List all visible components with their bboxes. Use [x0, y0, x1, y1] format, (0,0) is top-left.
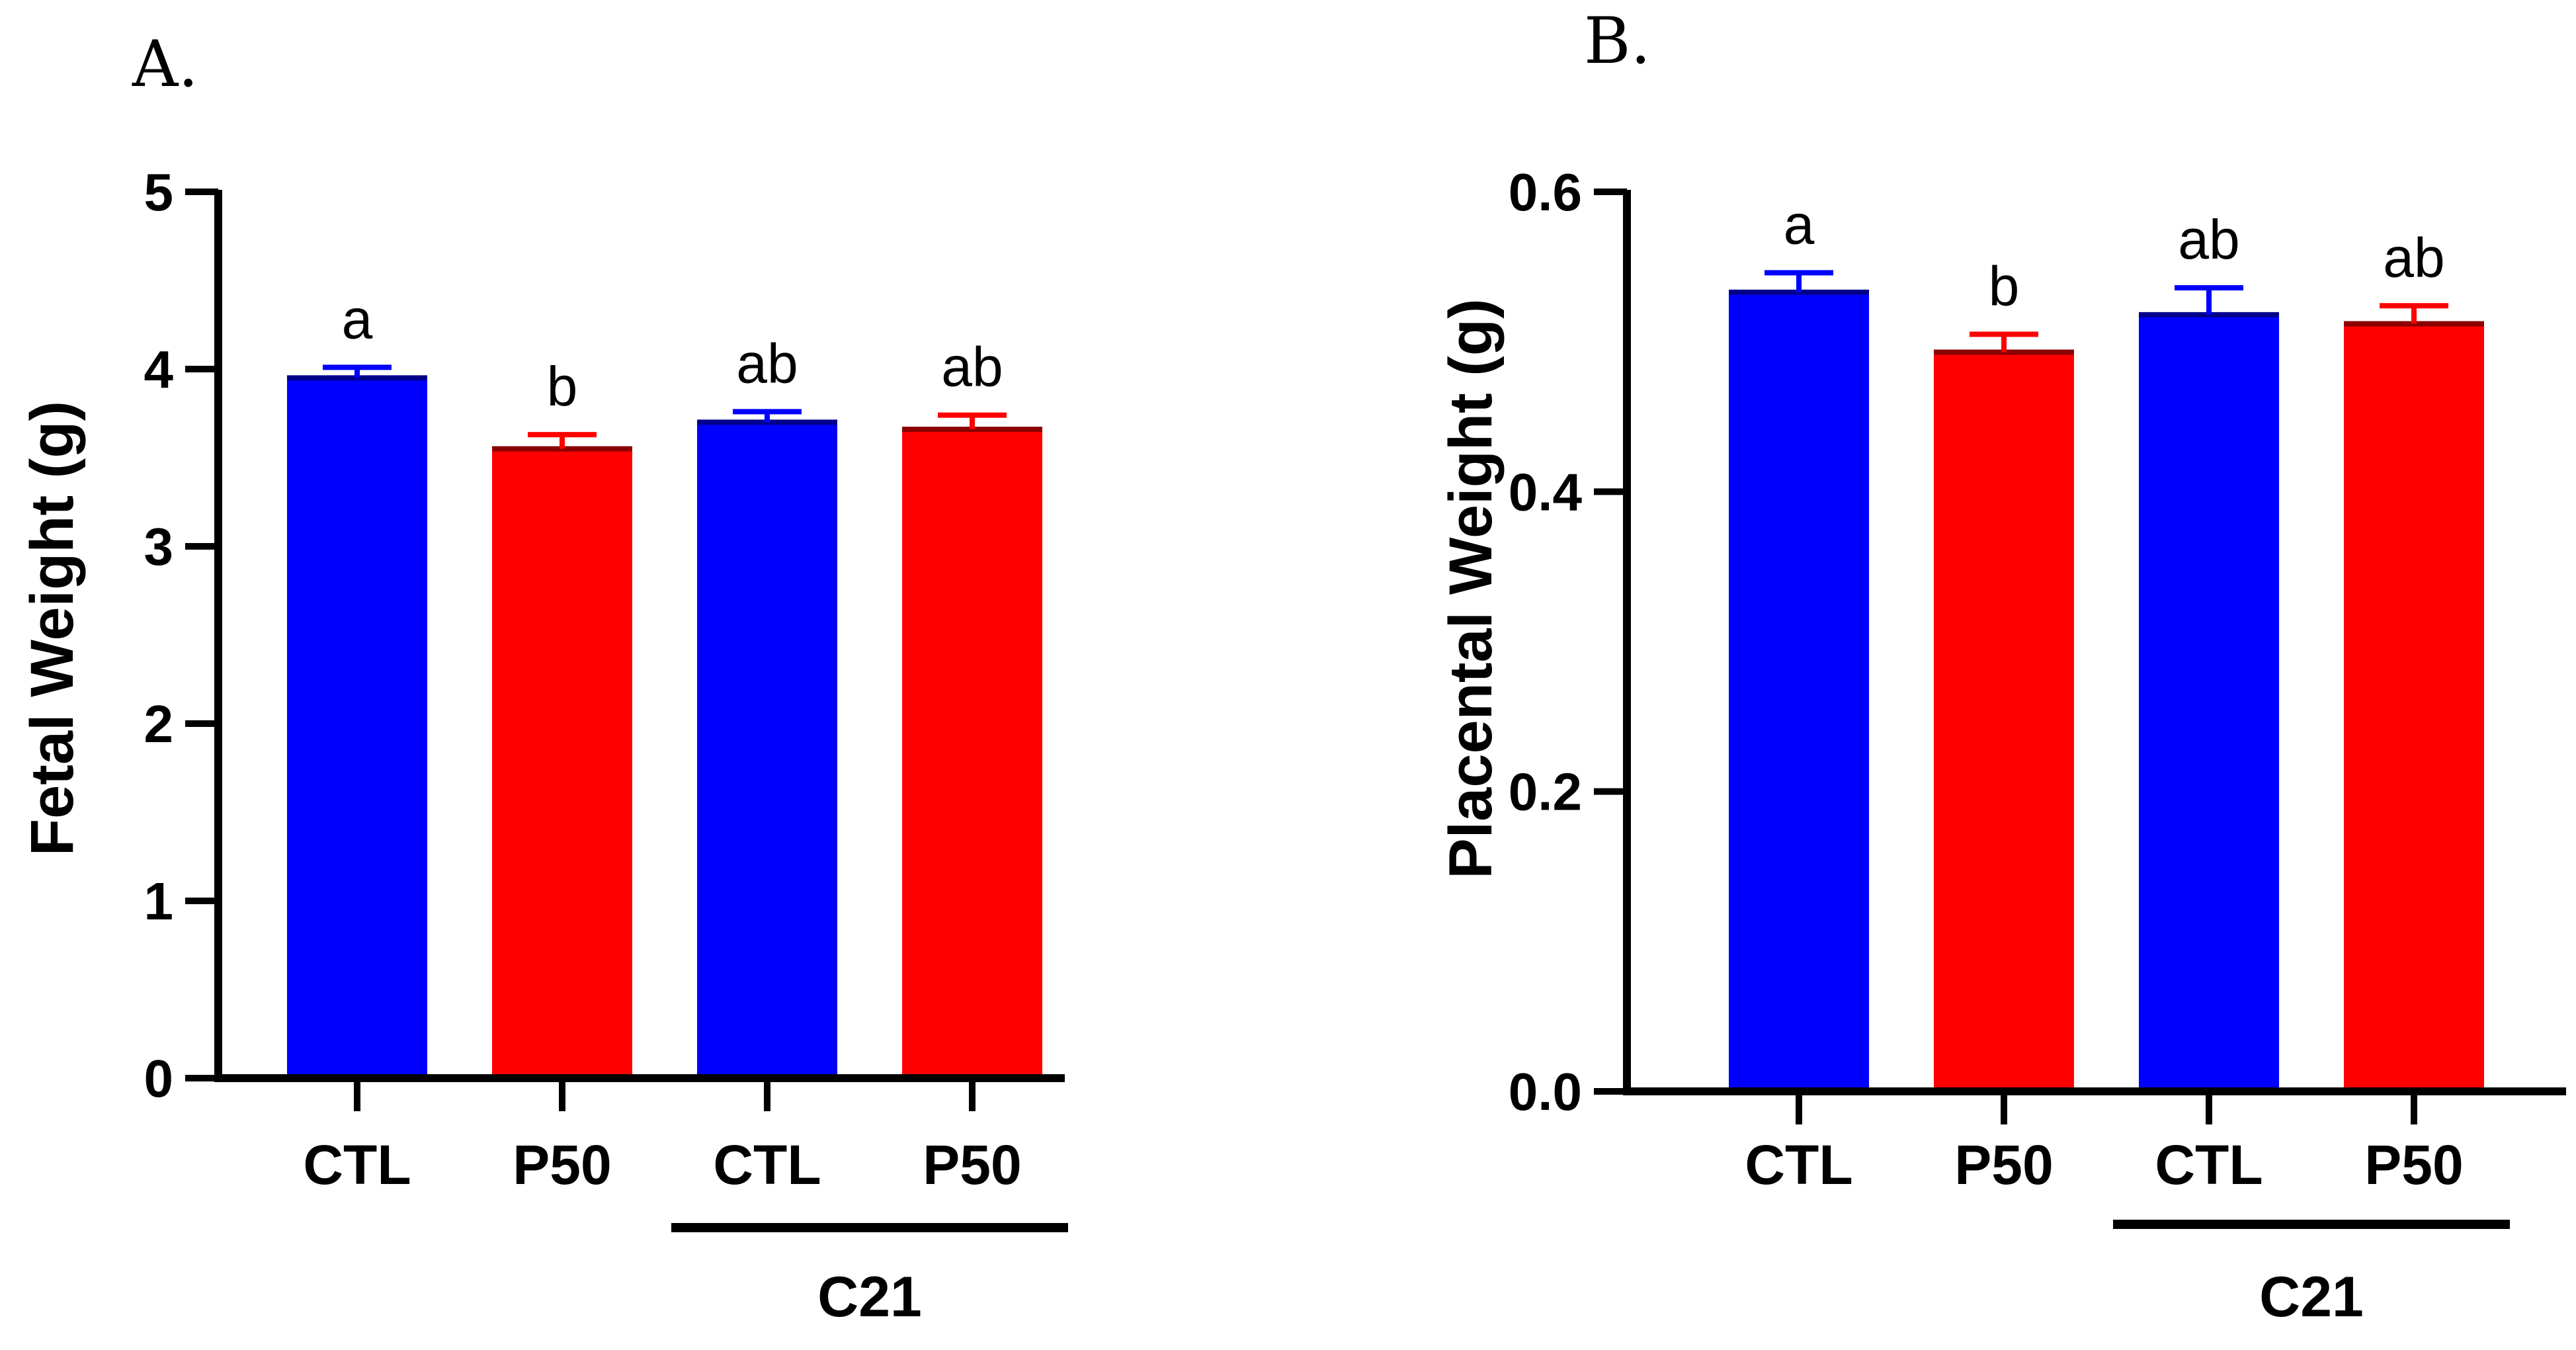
- panel-a-x-category-label: CTL: [713, 1134, 821, 1196]
- panel-a-y-axis-label: Fetal Weight (g): [19, 401, 86, 856]
- panel-a-bars: [287, 375, 1042, 1078]
- panel-a-axes: [214, 190, 1065, 1111]
- panel-a-significance-letter: ab: [941, 336, 1003, 398]
- panel-b-y-tick-label: 0.0: [1509, 1062, 1582, 1121]
- panel-a-x-category-label: P50: [513, 1134, 611, 1196]
- panel-b-bar-4: [2344, 323, 2484, 1091]
- panel-a-y-tick-label: 5: [144, 163, 174, 222]
- panel-b-y-ticks: 0.0 0.2 0.4 0.6: [1509, 163, 1627, 1121]
- panel-b-significance-letter: ab: [2178, 208, 2239, 271]
- panel-a-significance-letters: ab ab ab: [342, 288, 1003, 417]
- panel-a-x-category-label: P50: [923, 1134, 1021, 1196]
- panel-b-group-label: C21: [2259, 1265, 2364, 1329]
- panel-b-x-category-label: P50: [1954, 1134, 2053, 1196]
- panel-a-y-ticks: 0 1 2 3 4 5: [144, 163, 218, 1108]
- panel-b-bar-2: [1934, 352, 2074, 1091]
- panel-a-x-categories: CTL P50 CTL P50: [303, 1134, 1021, 1196]
- panel-b-bars: [1729, 289, 2484, 1091]
- panel-a-bar-4: [902, 429, 1042, 1078]
- panel-a-significance-letter: b: [547, 355, 578, 417]
- panel-b-x-categories: CTL P50 CTL P50: [1745, 1134, 2463, 1196]
- panel-a-y-tick-label: 3: [144, 517, 174, 576]
- panel-b-error-bars: [1765, 270, 2448, 353]
- panel-b-axes: [1623, 190, 2566, 1124]
- panel-b-significance-letter: ab: [2383, 226, 2444, 288]
- panel-b-y-tick-label: 0.4: [1509, 462, 1583, 521]
- panel-b-x-category-label: P50: [2364, 1134, 2463, 1196]
- panel-b-y-tick-label: 0.2: [1509, 763, 1582, 822]
- panel-a-group-label: C21: [817, 1265, 922, 1329]
- panel-b-x-category-label: CTL: [2155, 1134, 2263, 1196]
- panel-b-bar-3: [2139, 314, 2279, 1091]
- panel-b-letter: B.: [1584, 4, 1651, 78]
- panel-a-bar-3: [697, 422, 837, 1078]
- panel-a-significance-letter: a: [342, 288, 373, 350]
- panel-b-bar-1: [1729, 292, 1869, 1091]
- panel-a-bar-2: [492, 448, 632, 1078]
- panel-b-y-axis-label: Placental Weight (g): [1437, 298, 1505, 879]
- panel-a-bar-1: [287, 378, 427, 1078]
- panel-b-significance-letter: b: [1989, 255, 2020, 317]
- panel-a-x-category-label: CTL: [303, 1134, 411, 1196]
- panel-a-y-tick-label: 1: [144, 872, 174, 931]
- panel-a-y-tick-label: 4: [144, 340, 174, 399]
- panel-a-y-tick-label: 2: [144, 695, 174, 753]
- panel-b-y-tick-label: 0.6: [1509, 163, 1582, 222]
- panel-b-significance-letter: a: [1784, 193, 1815, 255]
- panel-b: B. Placental Weight (g) 0.0 0.2 0.4 0.6 CTL…: [1437, 4, 2566, 1329]
- panel-b-x-category-label: CTL: [1745, 1134, 1852, 1196]
- panel-a-significance-letter: ab: [736, 332, 798, 394]
- panel-a-letter: A.: [132, 27, 198, 101]
- panel-a-error-bars: [323, 364, 1007, 449]
- panel-a-y-tick-label: 0: [144, 1049, 174, 1108]
